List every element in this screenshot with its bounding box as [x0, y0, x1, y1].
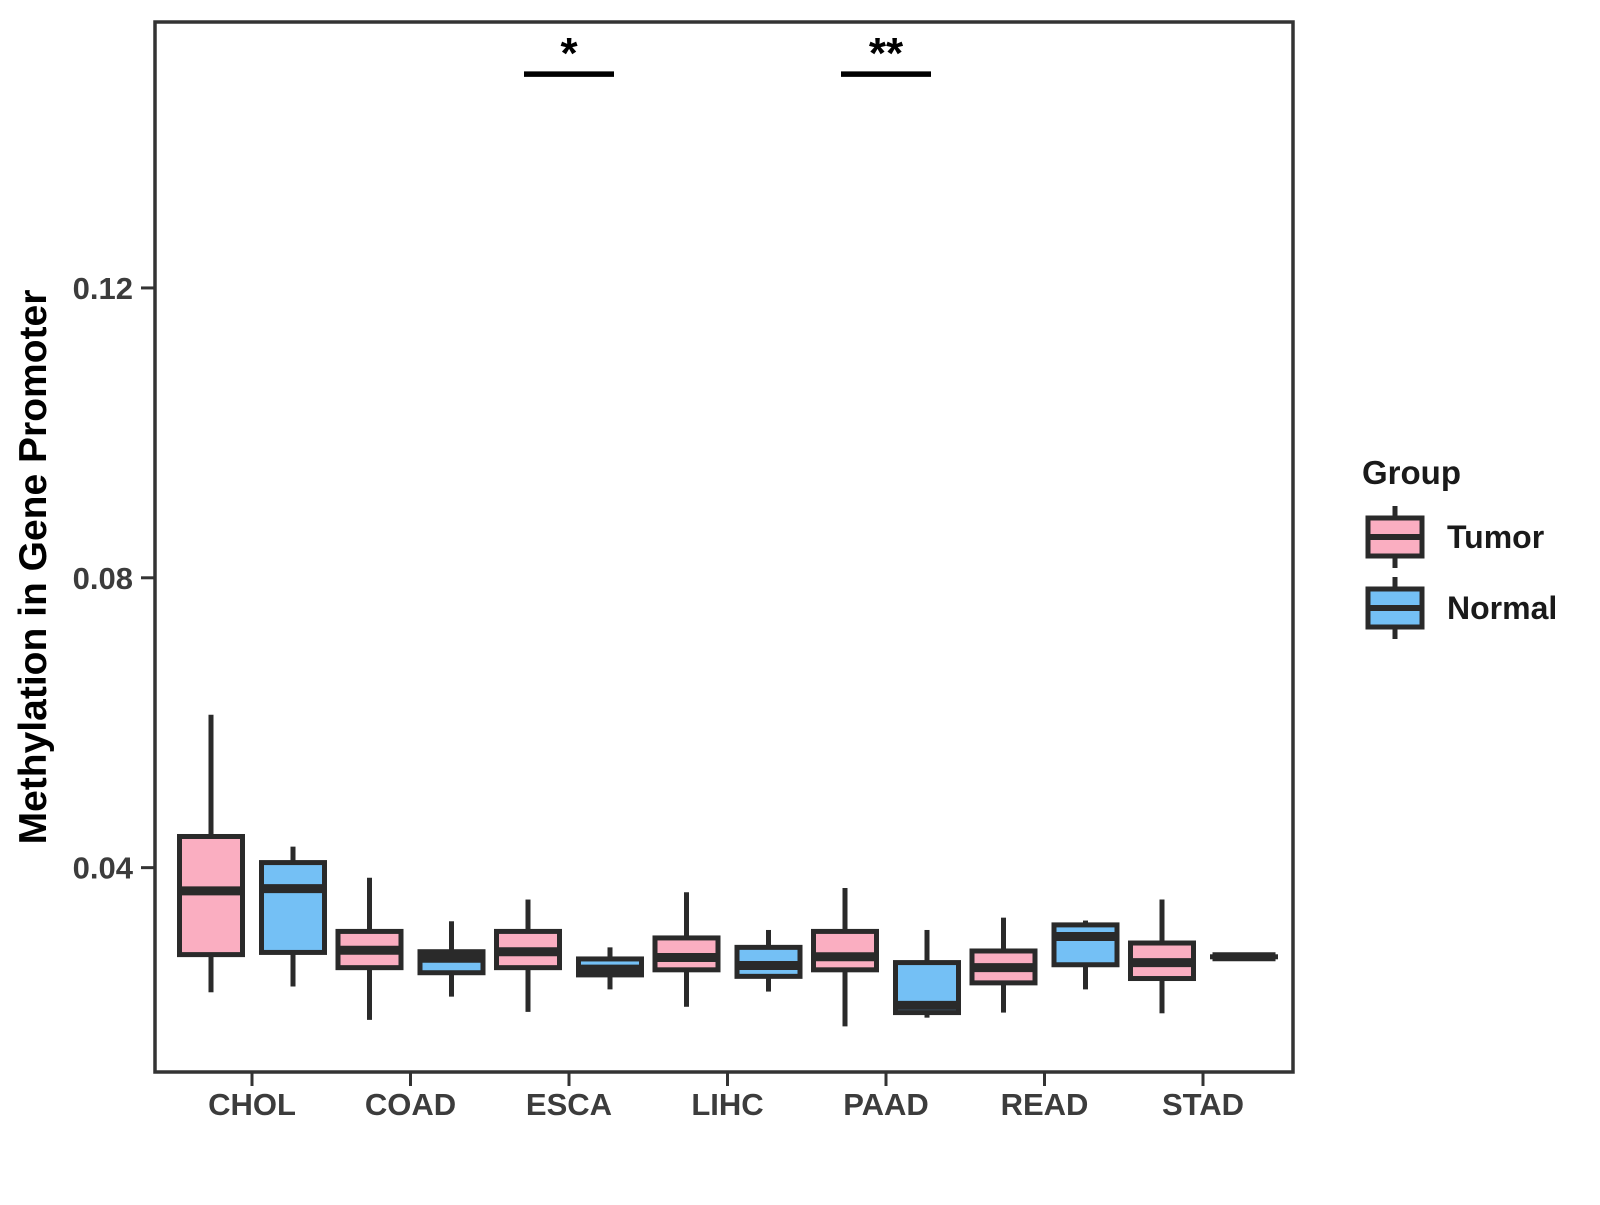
box-chol-tumor [180, 715, 243, 993]
x-tick-label-stad: STAD [1162, 1087, 1244, 1122]
legend-title: Group [1362, 454, 1461, 491]
x-tick-label-lihc: LIHC [691, 1087, 763, 1122]
annotations-layer: *** [524, 29, 931, 78]
box-coad-normal [420, 921, 483, 996]
iqr-box [814, 931, 877, 969]
box-coad-tumor [338, 878, 401, 1020]
y-tick-label: 0.04 [73, 851, 134, 886]
y-axis-title: Methylation in Gene Promoter [12, 290, 55, 845]
axes-layer: 0.04 0.08 0.12 CHOL COAD ESCA LIHC PAAD READ STAD [73, 271, 1244, 1122]
y-tick-label: 0.12 [73, 271, 133, 306]
x-tick-label-esca: ESCA [526, 1087, 612, 1122]
iqr-box [262, 863, 325, 953]
box-read-normal [1054, 921, 1117, 990]
legend-entry-tumor: Tumor [1368, 506, 1544, 568]
significance-stars: * [560, 29, 578, 78]
box-chol-normal [262, 847, 325, 987]
x-tick-label-coad: COAD [365, 1087, 456, 1122]
box-lihc-tumor [655, 892, 718, 1006]
significance-paad: ** [841, 29, 931, 78]
box-read-tumor [972, 918, 1035, 1013]
iqr-box [180, 836, 243, 954]
x-tick-label-read: READ [1001, 1087, 1089, 1122]
legend-entry-normal: Normal [1368, 577, 1557, 639]
y-tick-label: 0.08 [73, 561, 133, 596]
box-paad-normal [896, 930, 959, 1018]
box-lihc-normal [737, 930, 800, 992]
box-stad-tumor [1131, 900, 1194, 1014]
iqr-box [1054, 925, 1117, 965]
x-tick-label-chol: CHOL [208, 1087, 296, 1122]
legend-label-normal: Normal [1447, 590, 1557, 626]
box-esca-normal [579, 947, 642, 989]
x-tick-label-paad: PAAD [843, 1087, 929, 1122]
box-esca-tumor [497, 900, 560, 1012]
legend: Group Tumor Normal [1362, 454, 1557, 639]
boxes-layer [180, 715, 1276, 1027]
box-paad-tumor [814, 888, 877, 1026]
significance-stars: ** [869, 29, 904, 78]
legend-label-tumor: Tumor [1447, 519, 1544, 555]
significance-esca: * [524, 29, 614, 78]
